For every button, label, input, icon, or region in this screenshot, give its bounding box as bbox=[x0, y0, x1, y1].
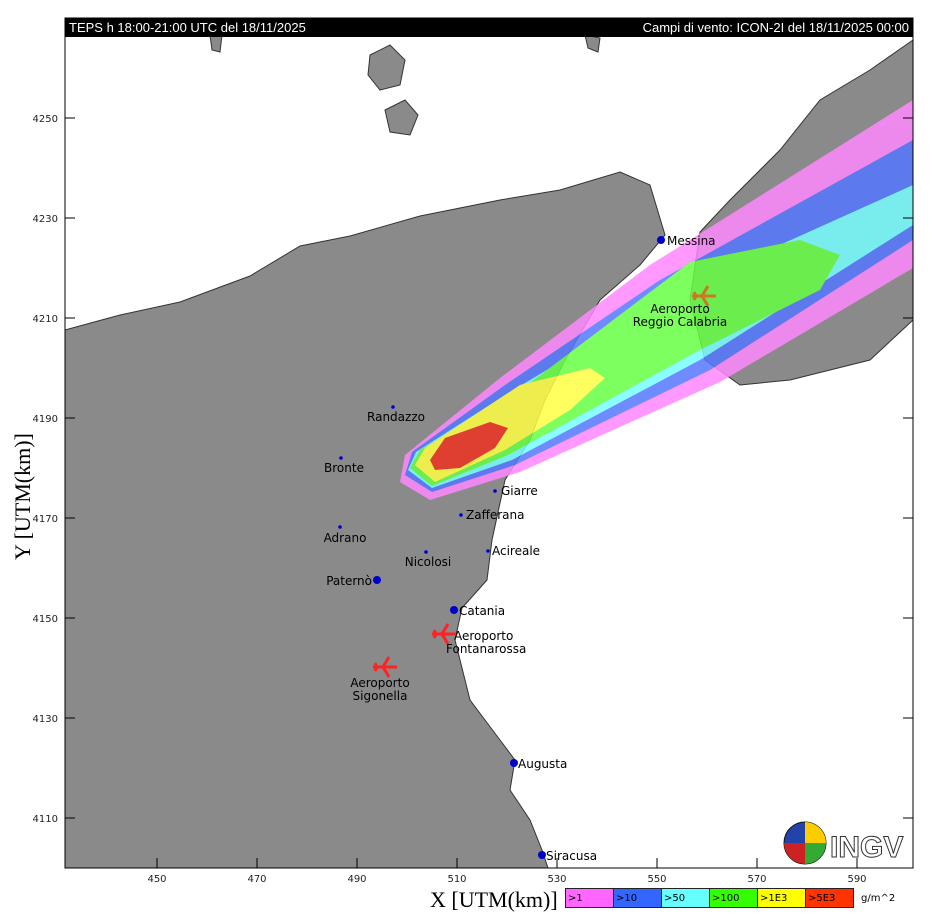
island bbox=[367, 44, 406, 91]
legend-class: >1E3 bbox=[757, 888, 806, 908]
x-tick-label: 470 bbox=[247, 874, 266, 885]
airplane-icon bbox=[373, 656, 397, 678]
y-tick-label: 4230 bbox=[33, 214, 58, 225]
city-marker bbox=[510, 759, 518, 767]
ingv-logo: INGV bbox=[783, 821, 904, 865]
y-tick-label: 4170 bbox=[33, 514, 58, 525]
city-label: Nicolosi bbox=[405, 555, 452, 569]
y-tick-label: 4190 bbox=[33, 414, 58, 425]
city-marker bbox=[450, 606, 458, 614]
ash-plume bbox=[400, 100, 913, 500]
legend-class: >1 bbox=[565, 888, 614, 908]
airport-label: Aeroporto bbox=[650, 302, 709, 316]
plume-gt5e3 bbox=[430, 422, 508, 470]
airport-name: Sigonella bbox=[353, 689, 408, 703]
places: Messina Randazzo Bronte Giarre Zafferana Adra… bbox=[324, 234, 728, 863]
island bbox=[209, 34, 223, 53]
header-period: TEPS h 18:00-21:00 UTC del 18/11/2025 bbox=[69, 20, 306, 35]
city-label: Paternò bbox=[326, 574, 372, 588]
city-marker bbox=[373, 576, 381, 584]
city-label: Catania bbox=[459, 604, 505, 618]
city-marker bbox=[338, 525, 342, 529]
legend-unit: g/m^2 bbox=[861, 892, 896, 904]
x-tick-label: 550 bbox=[647, 874, 666, 885]
map-header: TEPS h 18:00-21:00 UTC del 18/11/2025 Ca… bbox=[65, 18, 913, 37]
city-marker bbox=[486, 549, 490, 553]
city-marker bbox=[493, 489, 497, 493]
x-tick-label: 490 bbox=[347, 874, 366, 885]
logo-text: INGV bbox=[830, 831, 903, 864]
header-wind-model: Campi di vento: ICON-2I del 18/11/2025 0… bbox=[642, 20, 909, 35]
city-marker bbox=[424, 550, 428, 554]
airplane-icon bbox=[692, 285, 716, 307]
island bbox=[384, 99, 419, 136]
y-tick-label: 4250 bbox=[33, 114, 58, 125]
y-tick-label: 4210 bbox=[33, 314, 58, 325]
city-marker bbox=[459, 513, 463, 517]
city-marker bbox=[391, 405, 395, 409]
x-tick-label: 590 bbox=[847, 874, 866, 885]
city-marker bbox=[339, 456, 343, 460]
x-tick-label: 530 bbox=[547, 874, 566, 885]
x-tick-label: 510 bbox=[447, 874, 466, 885]
y-axis-label: Y [UTM(km)] bbox=[10, 433, 35, 560]
legend-class: >50 bbox=[661, 888, 710, 908]
city-label: Messina bbox=[667, 234, 716, 248]
y-tick-label: 4130 bbox=[33, 714, 58, 725]
axis-ticks: 450 470 490 510 530 550 570 590 4250 4230 4210 4190… bbox=[33, 18, 913, 885]
city-label: Giarre bbox=[501, 484, 538, 498]
airport-label: Aeroporto bbox=[454, 629, 513, 643]
island bbox=[584, 34, 601, 53]
legend-class: >5E3 bbox=[805, 888, 854, 908]
x-tick-label: 450 bbox=[147, 874, 166, 885]
airport-label: Aeroporto bbox=[350, 676, 409, 690]
city-label: Randazzo bbox=[367, 410, 425, 424]
x-tick-label: 570 bbox=[747, 874, 766, 885]
airport-name: Reggio Calabria bbox=[633, 315, 728, 329]
y-tick-label: 4110 bbox=[33, 814, 58, 825]
city-label: Acireale bbox=[492, 544, 540, 558]
city-label: Bronte bbox=[324, 461, 364, 475]
city-marker bbox=[538, 851, 546, 859]
airport-name: Fontanarossa bbox=[446, 642, 526, 656]
legend-class: >100 bbox=[709, 888, 758, 908]
city-label: Siracusa bbox=[546, 849, 597, 863]
x-axis-label: X [UTM(km)] bbox=[430, 887, 558, 912]
city-label: Zafferana bbox=[466, 508, 524, 522]
y-tick-label: 4150 bbox=[33, 614, 58, 625]
airplane-icon bbox=[432, 623, 456, 645]
legend-class: >10 bbox=[613, 888, 662, 908]
city-label: Augusta bbox=[518, 757, 567, 771]
concentration-legend: >1 >10 >50 >100 >1E3 >5E3 g/m^2 bbox=[565, 888, 895, 908]
city-marker bbox=[657, 236, 665, 244]
city-label: Adrano bbox=[324, 531, 367, 545]
